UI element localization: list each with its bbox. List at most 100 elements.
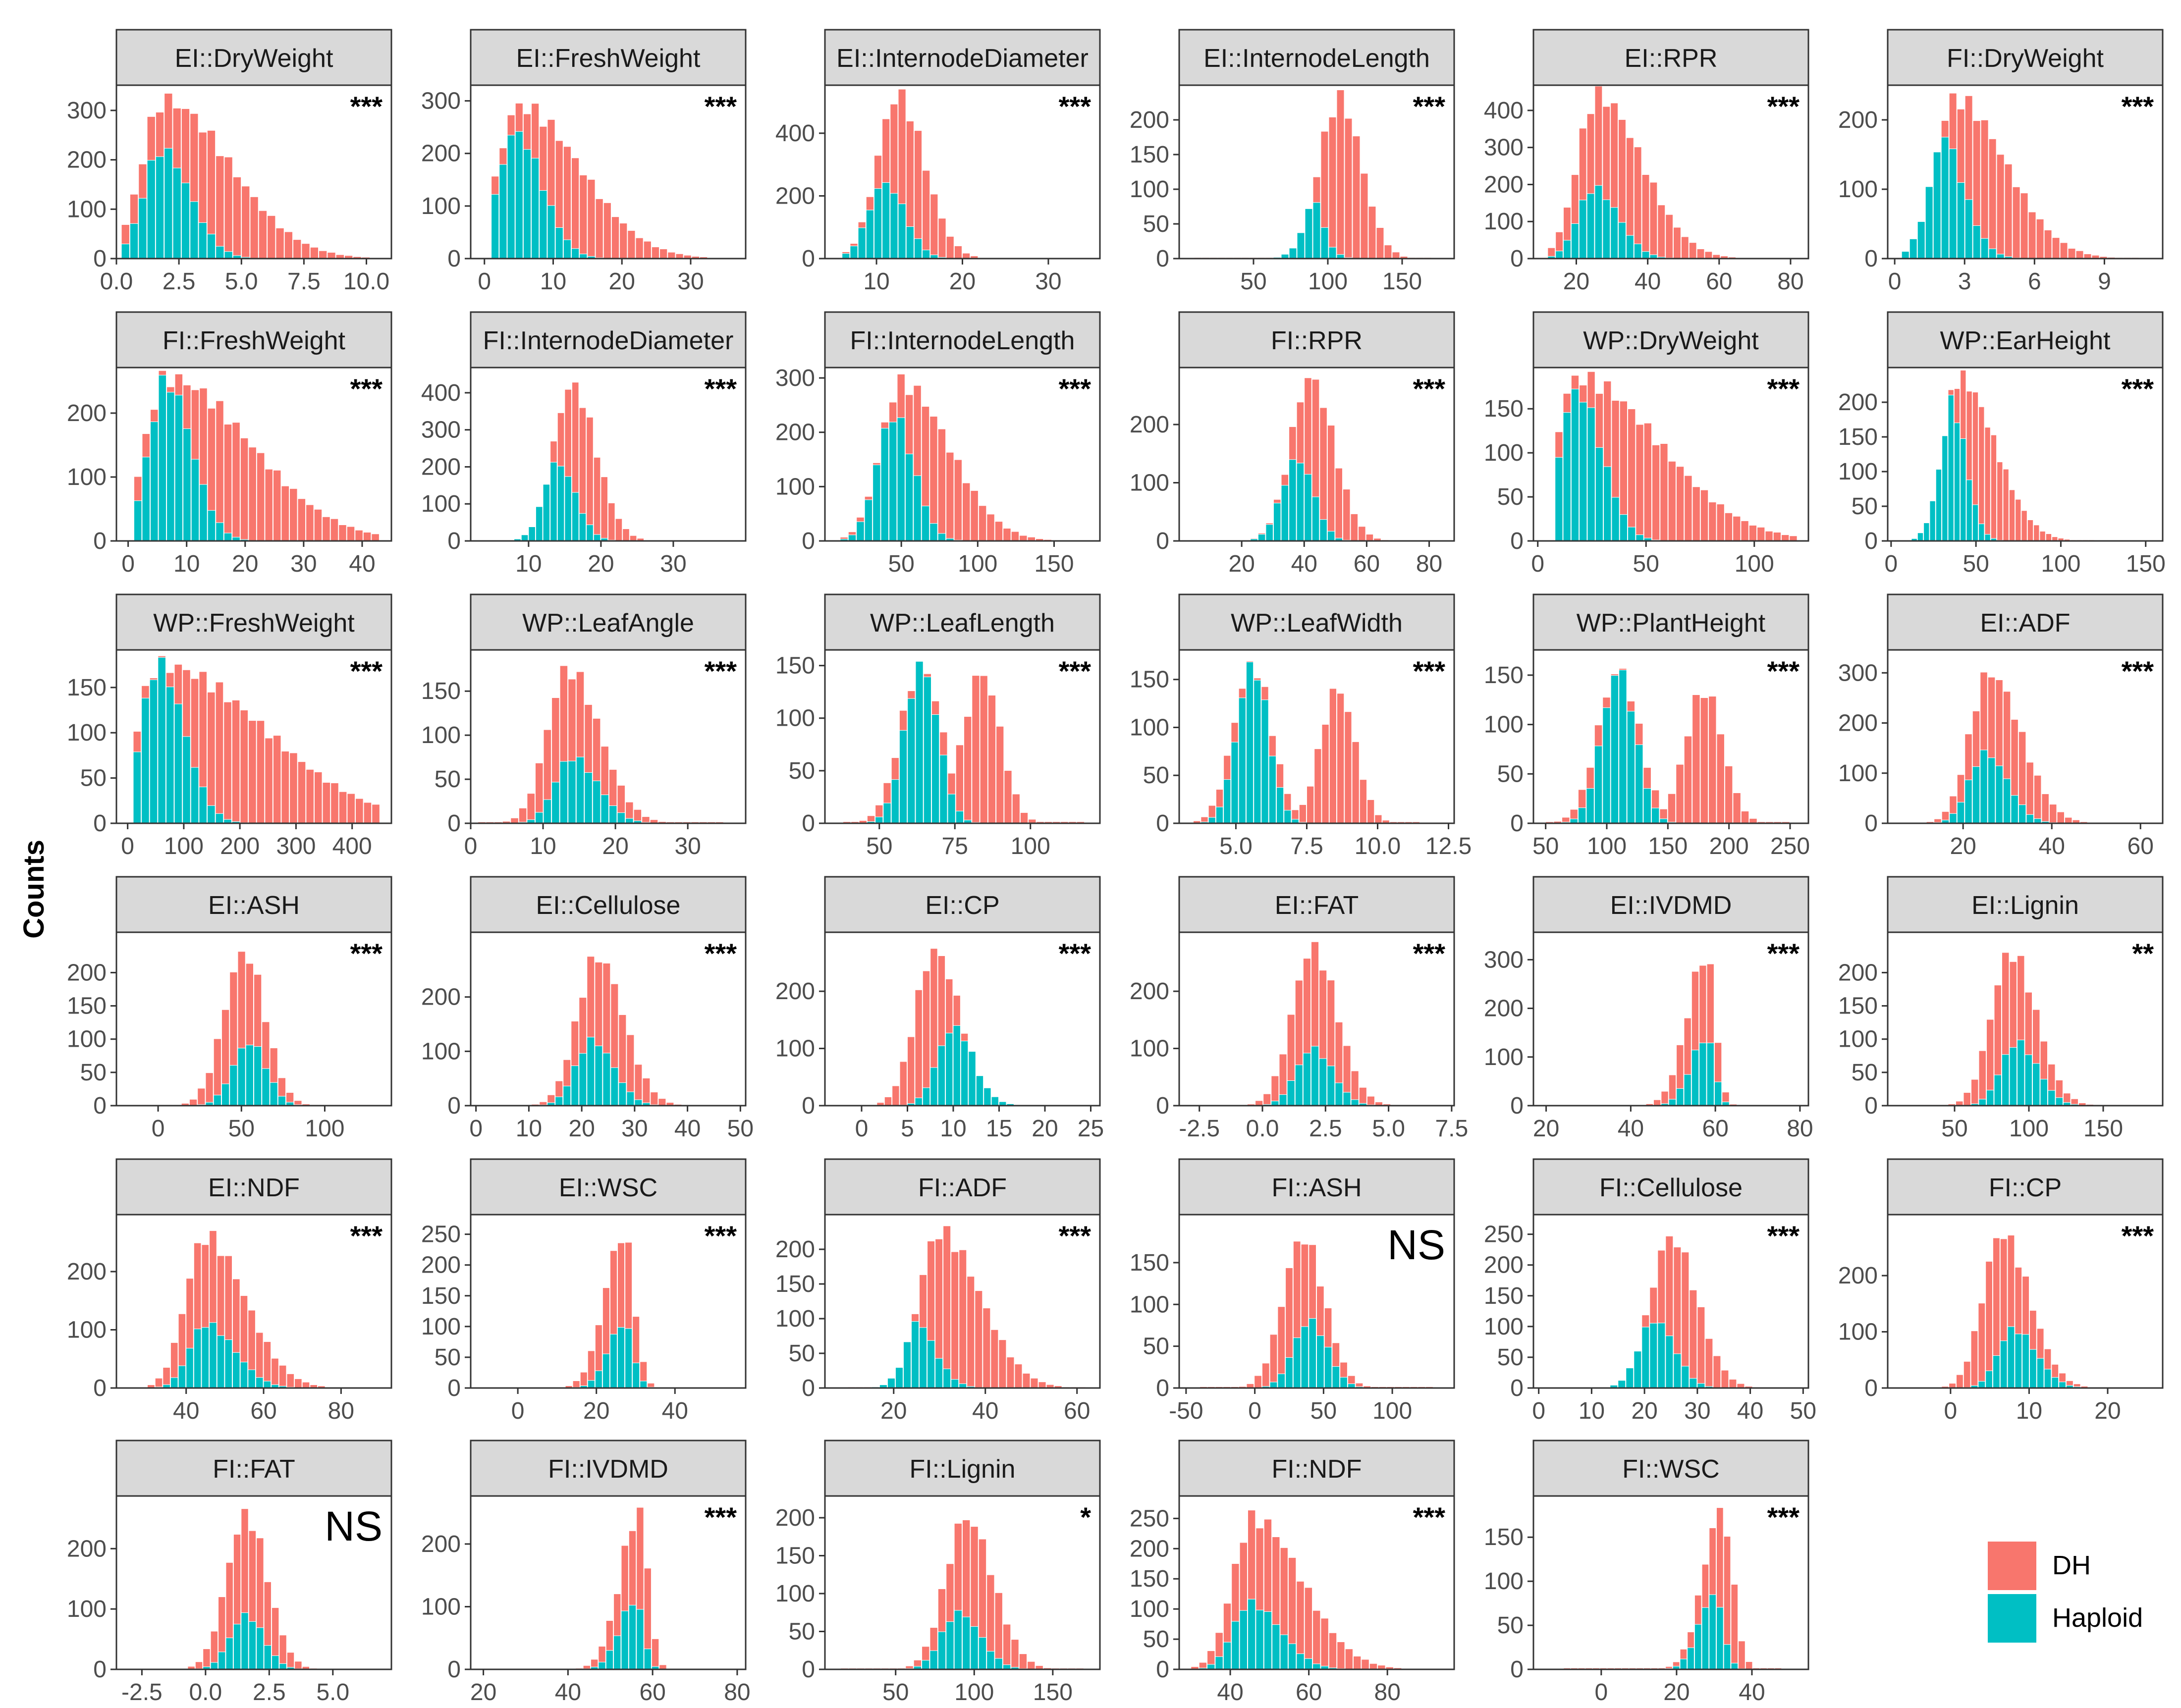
bar-haploid [1901, 251, 1909, 259]
x-tick-label: 10 [540, 268, 566, 295]
x-tick-label: 5.0 [1372, 1116, 1405, 1142]
x-tick-label: 150 [2083, 1116, 2123, 1142]
bar-dh [608, 502, 615, 541]
y-tick-label: 200 [421, 1252, 461, 1279]
bar-haploid [1268, 755, 1276, 824]
bar-dh [892, 1085, 900, 1106]
bar-haploid [1986, 1090, 1994, 1106]
bar-dh [301, 243, 310, 259]
bar-dh [954, 459, 962, 541]
bar-dh [189, 1099, 198, 1106]
panel-border [115, 84, 392, 260]
y-tick-label: 200 [421, 141, 461, 167]
x-tick-label: 20 [602, 833, 628, 859]
x-tick-label: -50 [1169, 1398, 1203, 1424]
bar-dh [651, 1638, 659, 1670]
bar-haploid [216, 246, 224, 259]
bar-haploid [1634, 1351, 1642, 1388]
bar-dh [231, 699, 240, 824]
bar-haploid [1626, 235, 1634, 259]
panel-strip [1178, 876, 1455, 933]
x-tick-label: 0 [152, 1116, 165, 1142]
bar-dh [265, 469, 273, 541]
bar-haploid [1579, 402, 1587, 541]
bar-haploid [593, 534, 601, 541]
bar-dh [1708, 696, 1717, 824]
bar-dh [2004, 163, 2013, 259]
x-tick-label: 60 [1706, 268, 1732, 295]
bar-dh [1255, 1100, 1263, 1106]
panel-title: EI::NDF [208, 1174, 300, 1202]
x-tick-label: 0.0 [189, 1679, 222, 1706]
y-tick-label: 100 [775, 1581, 815, 1607]
bar-haploid [1208, 817, 1216, 824]
bar-haploid [1586, 788, 1594, 824]
panel-strip [1887, 1158, 2164, 1216]
bar-haploid [617, 1327, 625, 1388]
bar-dh [271, 1358, 279, 1388]
bar-haploid [915, 661, 924, 824]
bar-haploid [1279, 1094, 1287, 1106]
y-tick-label: 0 [1156, 1375, 1169, 1401]
panel-strip [470, 1158, 747, 1216]
bar-dh [207, 692, 216, 824]
bar-haploid [150, 421, 159, 541]
x-tick-label: 100 [958, 551, 997, 577]
y-tick-label: 100 [1130, 470, 1169, 496]
y-tick-label: 100 [67, 1026, 107, 1053]
panel-border [1532, 1495, 1809, 1670]
bar-haploid [587, 1037, 595, 1106]
bar-haploid [1694, 1624, 1702, 1670]
bar-dh [232, 422, 240, 541]
y-tick-label: 400 [775, 120, 815, 147]
bar-dh [587, 179, 596, 259]
bar-haploid [223, 533, 232, 541]
y-tick-label: 200 [1838, 389, 1878, 416]
bar-dh [1353, 1655, 1362, 1670]
bar-dh [363, 802, 372, 824]
bar-dh [1653, 1099, 1661, 1106]
bar-haploid [986, 1651, 995, 1670]
bar-haploid [602, 1053, 611, 1106]
y-tick-label: 200 [67, 400, 107, 427]
bar-dh [1011, 1639, 1019, 1670]
bar-haploid [911, 1321, 920, 1388]
bar-haploid [1668, 1099, 1677, 1106]
significance-label: *** [705, 938, 737, 969]
bar-dh [1328, 116, 1337, 259]
significance-label: *** [1767, 373, 1800, 404]
bar-haploid [170, 1377, 178, 1388]
bar-haploid [887, 1378, 895, 1388]
bar-haploid [605, 1650, 614, 1670]
bar-dh [2028, 212, 2036, 259]
bar-haploid [848, 534, 857, 541]
bar-haploid [929, 523, 938, 541]
y-tick-label: 100 [67, 720, 107, 746]
y-tick-label: 100 [1484, 1314, 1524, 1340]
bar-dh [330, 518, 339, 541]
bar-haploid [568, 760, 576, 824]
bar-haploid [1641, 1327, 1650, 1388]
bar-dh [2027, 519, 2034, 541]
bar-dh [1320, 1618, 1329, 1670]
legend: DH Haploid [1988, 1542, 2143, 1643]
bar-haploid [1676, 1088, 1684, 1106]
bar-haploid [2032, 1063, 2040, 1106]
bar-dh [1314, 748, 1322, 824]
bar-haploid [1289, 459, 1297, 541]
x-tick-label: 10 [516, 1116, 542, 1142]
bar-dh [2044, 229, 2052, 259]
x-tick-label: 150 [1034, 551, 1074, 577]
bar-haploid [1340, 1377, 1348, 1388]
bar-dh [1990, 434, 1997, 541]
panel-strip [470, 876, 747, 933]
x-tick-label: 20 [1663, 1679, 1690, 1706]
x-tick-label: 15 [986, 1116, 1012, 1142]
bar-haploid [2002, 1054, 2010, 1106]
panel-strip [115, 876, 392, 933]
significance-label: *** [350, 91, 383, 122]
